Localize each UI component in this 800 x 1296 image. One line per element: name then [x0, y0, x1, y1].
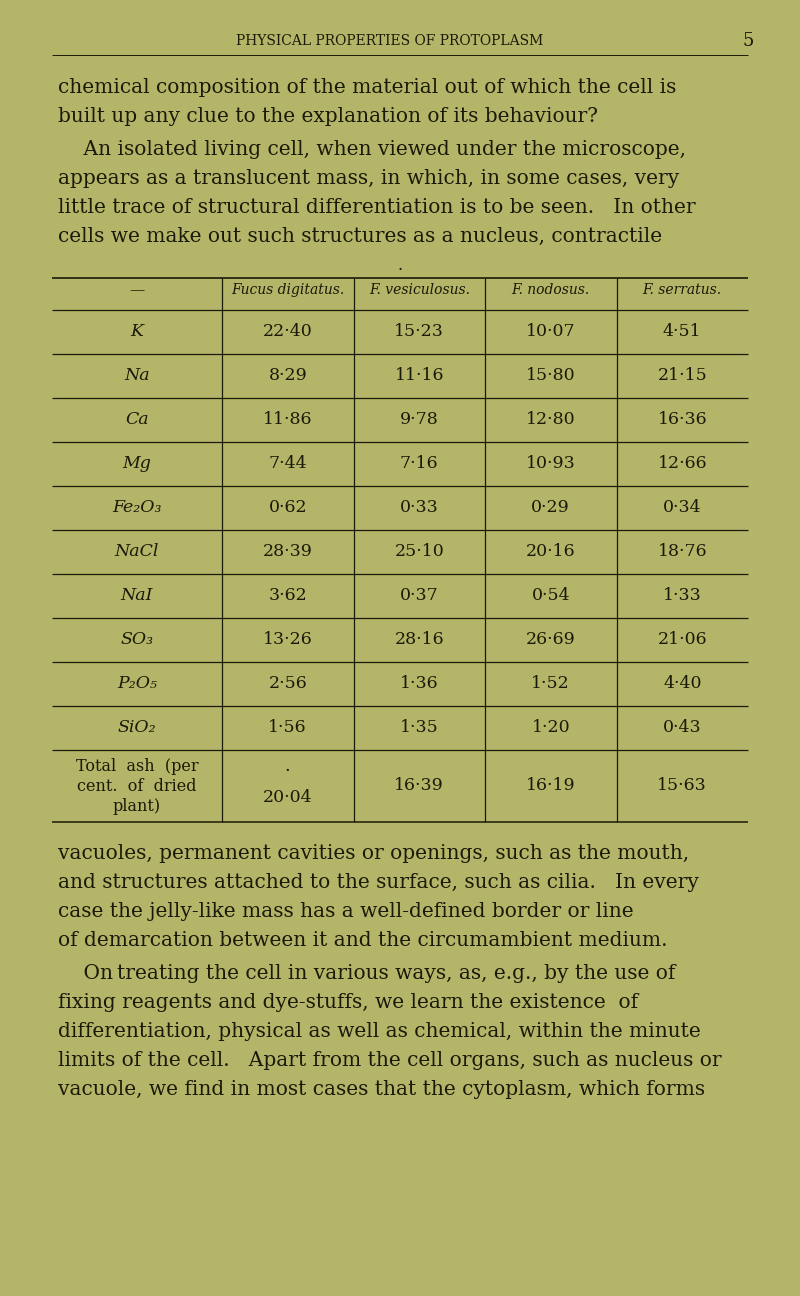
Text: F. serratus.: F. serratus.	[642, 283, 722, 297]
Text: 8·29: 8·29	[268, 368, 307, 385]
Text: 0·54: 0·54	[531, 587, 570, 604]
Text: 4·40: 4·40	[663, 675, 702, 692]
Text: and structures attached to the surface, such as cilia.   In every: and structures attached to the surface, …	[58, 874, 699, 892]
Text: 0·33: 0·33	[400, 499, 438, 517]
Text: Fucus digitatus.: Fucus digitatus.	[231, 283, 344, 297]
Text: SiO₂: SiO₂	[118, 719, 156, 736]
Text: 28·39: 28·39	[263, 543, 313, 560]
Text: 25·10: 25·10	[394, 543, 444, 560]
Text: vacuole, we find in most cases that the cytoplasm, which forms: vacuole, we find in most cases that the …	[58, 1080, 705, 1099]
Text: 4·51: 4·51	[663, 324, 702, 341]
Text: Na: Na	[124, 368, 150, 385]
Text: built up any clue to the explanation of its behaviour?: built up any clue to the explanation of …	[58, 108, 598, 126]
Text: 0·62: 0·62	[269, 499, 307, 517]
Text: 15·23: 15·23	[394, 324, 444, 341]
Text: 1·33: 1·33	[663, 587, 702, 604]
Text: differentiation, physical as well as chemical, within the minute: differentiation, physical as well as che…	[58, 1023, 701, 1041]
Text: NaI: NaI	[121, 587, 154, 604]
Text: SO₃: SO₃	[121, 631, 154, 648]
Text: 11·86: 11·86	[263, 412, 313, 429]
Text: fixing reagents and dye-stuffs, we learn the existence  of: fixing reagents and dye-stuffs, we learn…	[58, 993, 638, 1012]
Text: PHYSICAL PROPERTIES OF PROTOPLASM: PHYSICAL PROPERTIES OF PROTOPLASM	[236, 34, 544, 48]
Text: 11·16: 11·16	[394, 368, 444, 385]
Text: 10·93: 10·93	[526, 455, 576, 473]
Text: 1·52: 1·52	[531, 675, 570, 692]
Text: plant): plant)	[113, 798, 161, 815]
Text: 9·78: 9·78	[400, 412, 438, 429]
Text: 16·19: 16·19	[526, 778, 575, 794]
Text: 0·37: 0·37	[400, 587, 438, 604]
Text: NaCl: NaCl	[115, 543, 159, 560]
Text: 12·80: 12·80	[526, 412, 575, 429]
Text: 26·69: 26·69	[526, 631, 576, 648]
Text: limits of the cell.   Apart from the cell organs, such as nucleus or: limits of the cell. Apart from the cell …	[58, 1051, 722, 1070]
Text: 3·62: 3·62	[268, 587, 307, 604]
Text: F. vesiculosus.: F. vesiculosus.	[369, 283, 470, 297]
Text: 1·36: 1·36	[400, 675, 438, 692]
Text: appears as a translucent mass, in which, in some cases, very: appears as a translucent mass, in which,…	[58, 168, 679, 188]
Text: cent.  of  dried: cent. of dried	[78, 778, 197, 794]
Text: 0·29: 0·29	[531, 499, 570, 517]
Text: case the jelly-like mass has a well-defined border or line: case the jelly-like mass has a well-defi…	[58, 902, 634, 921]
Text: of demarcation between it and the circumambient medium.: of demarcation between it and the circum…	[58, 931, 667, 950]
Text: 1·56: 1·56	[269, 719, 307, 736]
Text: 13·26: 13·26	[263, 631, 313, 648]
Text: 16·39: 16·39	[394, 778, 444, 794]
Text: 20·04: 20·04	[263, 789, 313, 806]
Text: ·: ·	[398, 262, 402, 279]
Text: Ca: Ca	[125, 412, 149, 429]
Text: 0·34: 0·34	[663, 499, 702, 517]
Text: little trace of structural differentiation is to be seen.   In other: little trace of structural differentiati…	[58, 198, 696, 216]
Text: chemical composition of the material out of which the cell is: chemical composition of the material out…	[58, 78, 676, 97]
Text: 18·76: 18·76	[658, 543, 707, 560]
Text: K: K	[130, 324, 143, 341]
Text: P₂O₅: P₂O₅	[117, 675, 157, 692]
Text: Fe₂O₃: Fe₂O₃	[112, 499, 162, 517]
Text: On treating the cell in various ways, as, e.g., by the use of: On treating the cell in various ways, as…	[58, 964, 675, 982]
Text: 10·07: 10·07	[526, 324, 575, 341]
Text: 1·20: 1·20	[531, 719, 570, 736]
Text: F. nodosus.: F. nodosus.	[512, 283, 590, 297]
Text: An isolated living cell, when viewed under the microscope,: An isolated living cell, when viewed und…	[58, 140, 686, 159]
Text: 0·43: 0·43	[663, 719, 702, 736]
Text: 21·06: 21·06	[658, 631, 707, 648]
Text: 21·15: 21·15	[658, 368, 707, 385]
Text: 5: 5	[742, 32, 754, 51]
Text: ·: ·	[285, 762, 290, 780]
Text: 12·66: 12·66	[658, 455, 707, 473]
Text: 20·16: 20·16	[526, 543, 575, 560]
Text: Mg: Mg	[122, 455, 151, 473]
Text: 7·16: 7·16	[400, 455, 438, 473]
Text: vacuoles, permanent cavities or openings, such as the mouth,: vacuoles, permanent cavities or openings…	[58, 844, 689, 863]
Text: 15·80: 15·80	[526, 368, 575, 385]
Text: cells we make out such structures as a nucleus, contractile: cells we make out such structures as a n…	[58, 227, 662, 246]
Text: 16·36: 16·36	[658, 412, 707, 429]
Text: 1·35: 1·35	[400, 719, 438, 736]
Text: —: —	[130, 283, 145, 297]
Text: 28·16: 28·16	[394, 631, 444, 648]
Text: 7·44: 7·44	[269, 455, 307, 473]
Text: 15·63: 15·63	[658, 778, 707, 794]
Text: 22·40: 22·40	[263, 324, 313, 341]
Text: 2·56: 2·56	[268, 675, 307, 692]
Text: Total  ash  (per: Total ash (per	[76, 758, 198, 775]
